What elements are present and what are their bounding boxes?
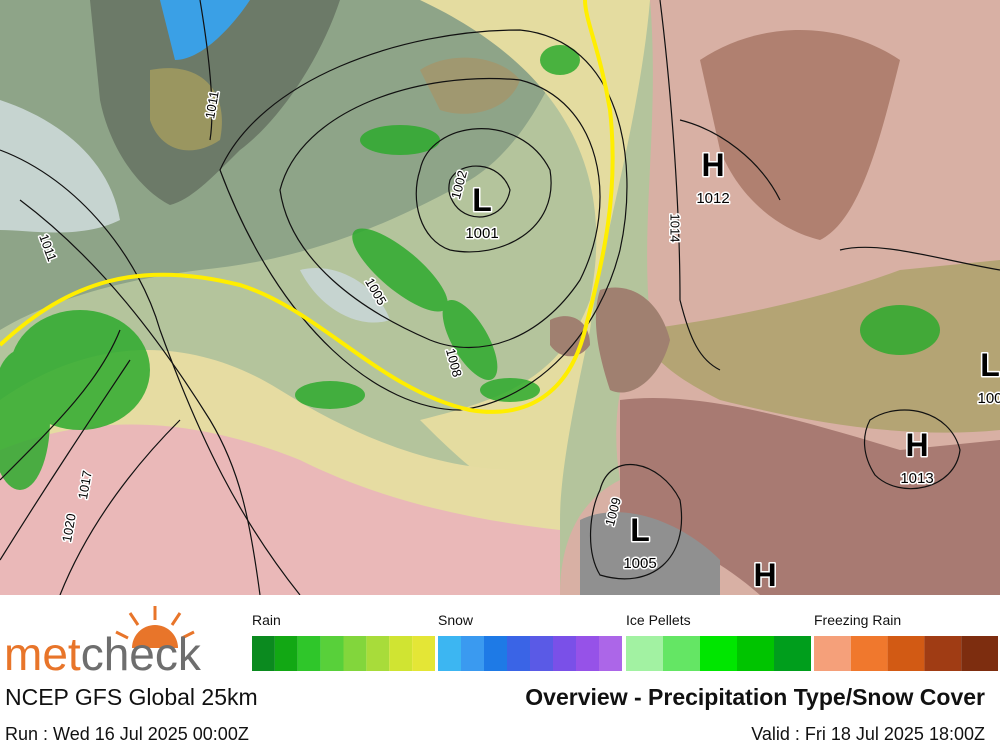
pressure-value: 1012 (696, 190, 729, 207)
rain-area (295, 381, 365, 409)
logo: metcheck (4, 606, 202, 680)
land-britain (595, 287, 670, 393)
legend-swatch (576, 636, 599, 671)
freezing-level-line (0, 0, 615, 414)
land (640, 260, 1000, 433)
land-scandinavia (700, 30, 900, 240)
legend-swatch (389, 636, 413, 671)
legend-swatch (599, 636, 622, 671)
logo-text: metcheck (4, 628, 202, 680)
isobar-label: 1020 (59, 512, 79, 543)
isobars (0, 0, 1000, 596)
isobar (199, 0, 213, 141)
isobar (59, 419, 181, 596)
legend-swatch (252, 636, 275, 671)
model-name: NCEP GFS Global 25km (5, 684, 258, 710)
legend-swatch (924, 636, 962, 671)
isobar (19, 199, 261, 596)
legend-label: Ice Pellets (626, 612, 691, 628)
isobar (590, 463, 683, 580)
legend-label: Snow (438, 612, 474, 628)
pressure-value: 1001 (465, 225, 498, 242)
sun-ray (115, 630, 129, 640)
legend-swatch (737, 636, 774, 671)
isobar (659, 0, 721, 371)
isobar (0, 329, 131, 561)
legend-swatch (850, 636, 888, 671)
rain-area (442, 300, 498, 380)
pressure-symbol: L (980, 347, 1000, 383)
logo-sun-disc (132, 625, 178, 648)
rain-area (480, 378, 540, 402)
legend-swatch (626, 636, 663, 671)
legend-swatch (814, 636, 851, 671)
valid-time: Valid : Fri 18 Jul 2025 18:00Z (751, 724, 985, 744)
rain-area (352, 228, 448, 312)
legend-swatch (320, 636, 344, 671)
pressure-value: 100 (977, 390, 1000, 407)
legend-swatch (700, 636, 737, 671)
logo-sun (115, 606, 195, 640)
legend-swatch (507, 636, 530, 671)
logo-part: check (81, 628, 202, 680)
rain-area (360, 125, 440, 155)
rain-area (860, 305, 940, 355)
legend-swatch (366, 636, 390, 671)
legend-swatch (961, 636, 998, 671)
pressure-symbol: H (905, 427, 928, 463)
footer (0, 595, 1000, 749)
sun-ray (128, 612, 140, 626)
warm-zone (0, 424, 560, 595)
isobar (679, 119, 1000, 271)
isobar-label: 1011 (202, 90, 222, 120)
legend-swatch (484, 636, 507, 671)
logo-part: met (4, 628, 81, 680)
isobar-label: 1014 (668, 214, 683, 243)
legend: Rain Snow Ice Pellets Freezing Rain (252, 612, 998, 671)
legend-swatch (530, 636, 553, 671)
land (620, 398, 1000, 595)
land-iberia (580, 512, 720, 595)
isobar (279, 77, 601, 348)
pressure-symbol: H (701, 147, 724, 183)
legend-swatch (297, 636, 321, 671)
isobar (0, 149, 301, 596)
isobar-label: 1017 (75, 469, 95, 500)
map-title: Overview - Precipitation Type/Snow Cover (525, 684, 985, 710)
pressure-value: 1005 (623, 555, 656, 572)
rain-area (0, 350, 50, 490)
isobar (448, 165, 511, 218)
ocean-cloud (300, 268, 390, 323)
legend-label: Rain (252, 612, 281, 628)
isobar (415, 128, 552, 253)
legend-label: Freezing Rain (814, 612, 901, 628)
run-time: Run : Wed 16 Jul 2025 00:00Z (5, 724, 249, 744)
land-iceland (420, 57, 520, 114)
legend-swatch (412, 636, 435, 671)
isobar (219, 29, 628, 411)
pressure-symbol: L (472, 182, 492, 218)
sun-ray (170, 612, 182, 626)
dry-zone (420, 0, 650, 520)
pressure-value: 1013 (900, 470, 933, 487)
land (150, 68, 222, 151)
sun-ray (181, 630, 195, 640)
pressure-symbol: L (630, 512, 650, 548)
legend-swatch (343, 636, 367, 671)
legend-swatch (887, 636, 925, 671)
legend-swatch (663, 636, 700, 671)
ocean-cloud (0, 100, 120, 233)
pressure-symbol: H (753, 557, 776, 593)
legend-swatch (461, 636, 484, 671)
legend-swatch (774, 636, 811, 671)
legend-swatch (274, 636, 298, 671)
isobar (864, 409, 961, 490)
legend-swatch (553, 636, 576, 671)
legend-swatch (438, 636, 461, 671)
rain-area (540, 45, 580, 75)
map: L1001H1012L1005H1013HL100101110021011100… (0, 0, 1000, 596)
